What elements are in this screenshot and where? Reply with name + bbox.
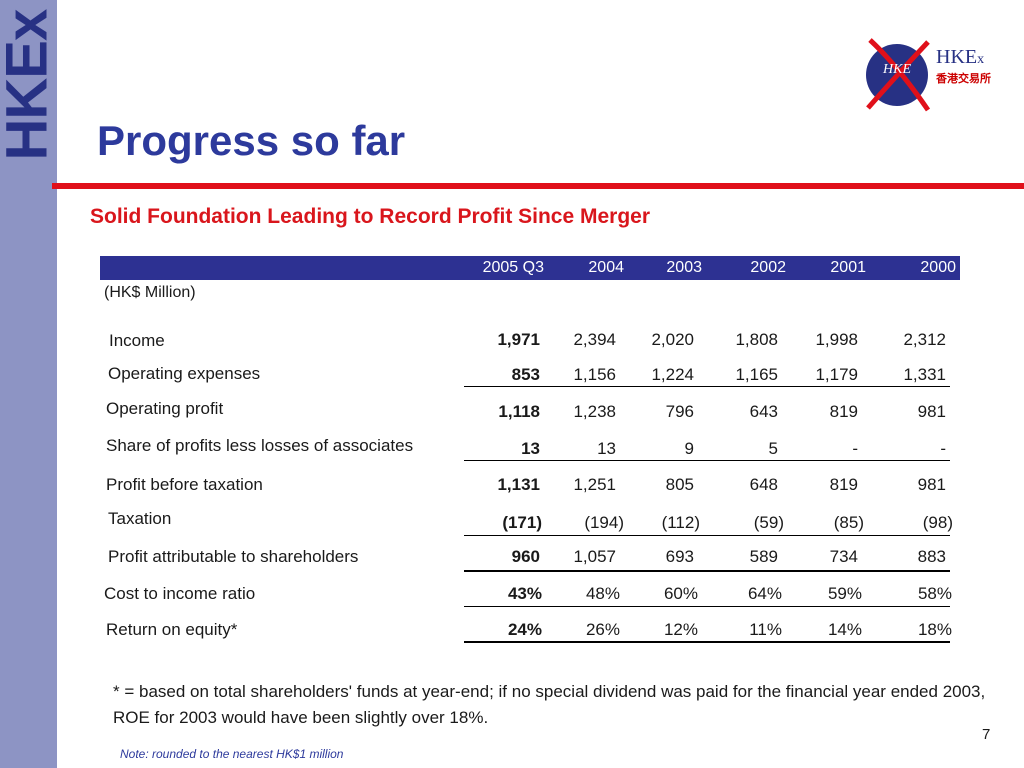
table-cell: (85)	[833, 513, 864, 532]
side-brand-text: HKEx	[0, 9, 60, 161]
subtotal-line	[464, 386, 950, 387]
logo-chinese-name: 香港交易所	[936, 72, 991, 85]
table-cell: 9	[684, 439, 694, 458]
table-cell: 2,312	[903, 330, 946, 349]
table-cell: -	[852, 439, 858, 458]
row-label: Operating profit	[106, 399, 224, 418]
table-cell: 960	[511, 547, 540, 566]
side-brand-band: HKEx	[0, 0, 60, 768]
table-cell: 43%	[507, 584, 542, 603]
table-cell: 981	[917, 402, 946, 421]
table-cell: (98)	[922, 513, 953, 532]
table-cell: 1,224	[651, 365, 694, 384]
table-cell: 1,331	[903, 365, 946, 384]
row-label: Income	[109, 331, 165, 350]
table-cell: 1,808	[735, 330, 778, 349]
table-cell: 643	[749, 402, 778, 421]
table-cell: 5	[768, 439, 778, 458]
row-label: Operating expenses	[108, 364, 261, 383]
column-header: 2005 Q3	[482, 259, 544, 276]
table-cell: 2,020	[651, 330, 694, 349]
unit-label: (HK$ Million)	[104, 284, 196, 301]
column-header: 2003	[666, 259, 702, 276]
table-cell: 12%	[663, 620, 698, 639]
table-header: 2005 Q3 2004 2003 2002 2001 2000	[100, 256, 960, 280]
table-cell: (59)	[753, 513, 784, 532]
subtitle: Solid Foundation Leading to Record Profi…	[90, 205, 651, 228]
table-cell: 1,238	[573, 402, 616, 421]
table-cell: 1,165	[735, 365, 778, 384]
table-cell: 13	[521, 439, 540, 458]
subtotal-line	[464, 535, 950, 536]
table-cell: 14%	[827, 620, 862, 639]
table-cell: 1,131	[497, 475, 540, 494]
row-label: Share of profits less losses of associat…	[106, 436, 414, 455]
table-cell: 1,998	[815, 330, 858, 349]
table-cell: 11%	[749, 620, 782, 639]
table-cell: 64%	[747, 584, 782, 603]
table-cell: 734	[829, 547, 858, 566]
row-label: Return on equity*	[106, 620, 238, 639]
logo-hke-text: HKE	[883, 62, 911, 77]
total-line	[464, 570, 950, 572]
table-cell: (194)	[584, 513, 624, 532]
table-cell: 589	[749, 547, 778, 566]
table-cell: 796	[665, 402, 694, 421]
logo-name: HKEx	[936, 46, 984, 69]
table-cell: 26%	[585, 620, 620, 639]
table-cell: 1,179	[815, 365, 858, 384]
table-cell: 853	[511, 365, 540, 384]
logo-name-main: HKE	[936, 46, 978, 68]
table-cell: 1,971	[497, 330, 540, 349]
title-divider	[52, 183, 1024, 189]
column-header: 2001	[830, 259, 866, 276]
table-cell: 48%	[585, 584, 620, 603]
table-cell: 1,251	[573, 475, 616, 494]
table-cell: 58%	[917, 584, 952, 603]
row-label: Taxation	[108, 509, 172, 528]
total-line	[464, 641, 950, 643]
table-cell: 1,118	[498, 402, 540, 421]
table-cell: 819	[829, 475, 858, 494]
table-cell: -	[940, 439, 946, 458]
table-cell: (171)	[502, 513, 542, 532]
row-label: Cost to income ratio	[104, 584, 256, 603]
table-cell: 18%	[917, 620, 952, 639]
table-cell: 2,394	[573, 330, 616, 349]
subtotal-line	[464, 460, 950, 461]
row-label: Profit before taxation	[106, 475, 263, 494]
page-title: Progress so far	[97, 117, 406, 164]
table-cell: 648	[749, 475, 778, 494]
table-cell: 805	[665, 475, 694, 494]
row-label: Profit attributable to shareholders	[108, 547, 359, 566]
table-cell: 24%	[507, 620, 542, 639]
row-line	[464, 606, 950, 607]
table-cell: 1,156	[573, 365, 616, 384]
hkex-logo: HKE HKEx 香港交易所	[862, 36, 1002, 112]
table-cell: 883	[917, 547, 946, 566]
column-header: 2000	[920, 259, 956, 276]
column-header: 2004	[588, 259, 624, 276]
rounding-note: Note: rounded to the nearest HK$1 millio…	[120, 747, 344, 761]
logo-x-icon	[866, 38, 931, 112]
table-cell: 13	[597, 439, 616, 458]
table-cell: 60%	[663, 584, 698, 603]
table-cell: 693	[665, 547, 694, 566]
table-cell: 981	[917, 475, 946, 494]
logo-name-x: x	[977, 52, 985, 67]
table-cell: (112)	[661, 513, 700, 532]
footnote: * = based on total shareholders' funds a…	[113, 682, 986, 727]
table-cell: 1,057	[573, 547, 616, 566]
column-header: 2002	[750, 259, 786, 276]
table-cell: 59%	[827, 584, 862, 603]
table-cell: 819	[829, 402, 858, 421]
page-number: 7	[982, 726, 991, 743]
